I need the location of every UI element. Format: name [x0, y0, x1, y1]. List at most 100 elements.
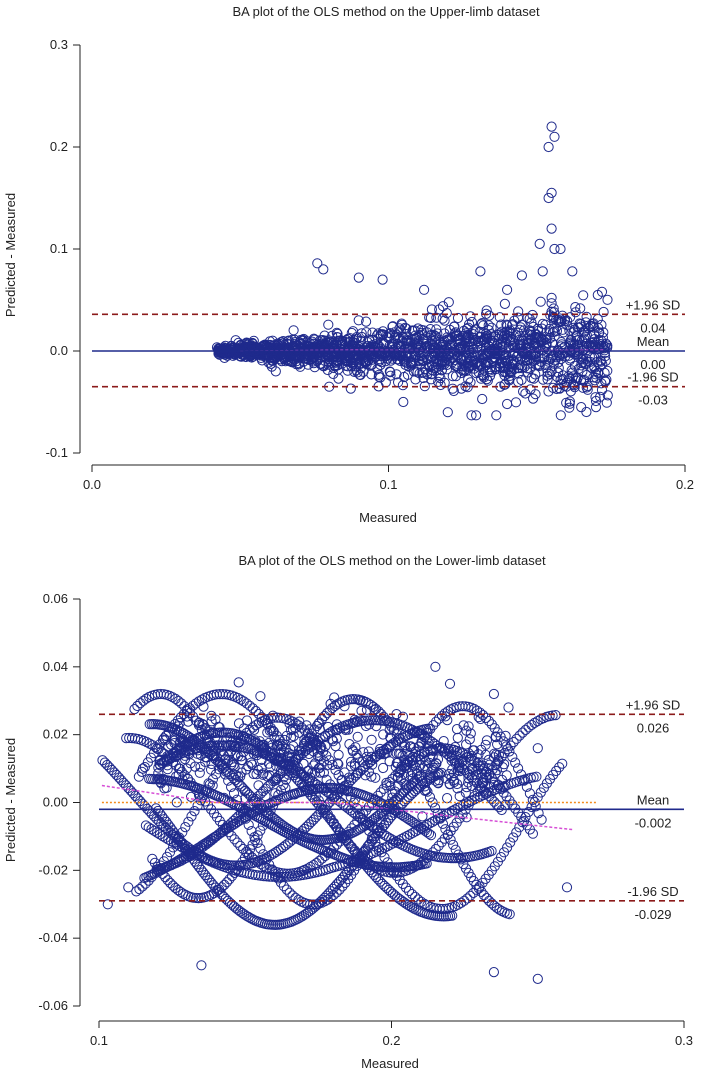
data-point [170, 760, 182, 771]
data-point [598, 306, 609, 318]
data-point [261, 862, 272, 873]
data-point [445, 834, 456, 845]
data-point [581, 406, 592, 418]
data-point [352, 731, 363, 742]
data-point [480, 712, 491, 724]
data-point [393, 835, 404, 846]
data-point [232, 692, 243, 704]
data-point [161, 730, 172, 742]
data-point [255, 691, 266, 702]
y-tick-label: 0.3 [50, 37, 68, 52]
data-point [189, 806, 200, 817]
data-point [220, 754, 231, 765]
data-point [578, 290, 589, 301]
data-point [442, 715, 453, 726]
data-point [271, 772, 282, 784]
data-point [322, 364, 333, 376]
data-point [444, 807, 455, 818]
data-point [229, 867, 240, 879]
data-point [283, 759, 294, 770]
data-point [378, 762, 389, 774]
data-point [397, 750, 408, 761]
data-point [464, 734, 475, 745]
data-point [548, 769, 559, 781]
data-point [574, 322, 585, 333]
data-point [498, 736, 509, 747]
data-point [480, 359, 491, 371]
data-point [452, 732, 463, 744]
data-point [399, 778, 410, 790]
data-point [269, 775, 280, 786]
data-point [229, 834, 240, 845]
data-point [382, 841, 393, 852]
data-point [152, 827, 163, 838]
data-point [527, 828, 539, 839]
data-point [385, 367, 396, 378]
data-point [435, 742, 446, 753]
data-point [582, 384, 593, 395]
data-point [147, 740, 158, 751]
data-point [415, 760, 426, 771]
data-point [450, 371, 462, 382]
data-point [579, 326, 590, 337]
data-point [250, 720, 261, 731]
data-point [536, 814, 547, 825]
data-point [193, 893, 204, 904]
data-point [332, 758, 343, 769]
data-point [146, 824, 157, 835]
y-tick-label: 0.06 [43, 591, 68, 606]
data-point [477, 393, 488, 405]
data-point [218, 792, 230, 804]
data-point [273, 790, 284, 801]
data-point [267, 739, 278, 751]
data-point [470, 324, 481, 335]
data-point [427, 847, 438, 858]
data-point [227, 757, 238, 768]
data-point [463, 777, 474, 788]
data-point [463, 336, 475, 347]
data-point [329, 692, 340, 703]
data-point [276, 744, 287, 755]
data-point [327, 759, 338, 771]
data-point [302, 336, 313, 347]
data-point [413, 894, 424, 905]
data-point [177, 827, 188, 838]
data-point [473, 883, 484, 894]
data-point [162, 760, 173, 771]
data-point [403, 885, 415, 897]
data-point [250, 835, 261, 846]
data-point [502, 284, 513, 295]
data-point [348, 717, 359, 728]
data-point [516, 374, 527, 386]
data-point [305, 861, 316, 873]
chart-2-title: BA plot of the OLS method on the Lower-l… [238, 553, 546, 568]
data-point [265, 751, 276, 763]
data-point [401, 780, 412, 791]
data-point [400, 882, 412, 893]
data-point [544, 368, 556, 380]
chart-2-marks: -0.06 -0.04 -0.02 0.00 0.02 0.04 0.06 0.1 0.2 0.3… [38, 591, 693, 1048]
x-tick-label: 0.2 [676, 477, 694, 492]
data-point [250, 735, 261, 746]
data-point [400, 359, 411, 370]
data-point [314, 717, 325, 728]
data-point [116, 775, 127, 786]
data-point [473, 712, 484, 723]
data-point [533, 325, 544, 336]
data-point [183, 748, 194, 759]
data-point [535, 296, 546, 307]
data-point [443, 297, 454, 308]
data-point [401, 334, 412, 345]
data-point [372, 790, 383, 801]
data-point [532, 716, 543, 727]
data-point [255, 870, 267, 881]
data-point [511, 733, 522, 744]
data-point [546, 298, 557, 309]
data-point [370, 836, 381, 847]
data-point [425, 312, 436, 324]
data-point [557, 758, 568, 769]
data-point [404, 829, 415, 840]
data-point [421, 858, 432, 869]
data-point [194, 851, 205, 862]
data-point [444, 778, 455, 790]
